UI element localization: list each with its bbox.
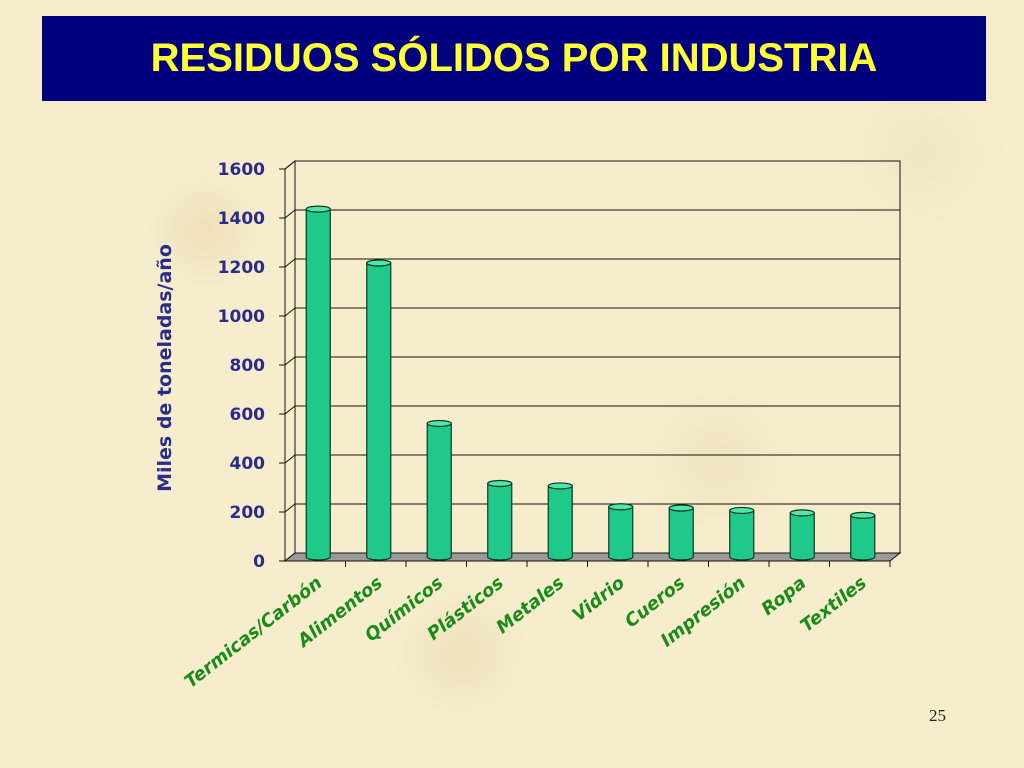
bar-body bbox=[487, 482, 513, 561]
bar-body bbox=[789, 512, 815, 561]
y-tick-label: 1200 bbox=[218, 258, 265, 278]
bar-body bbox=[305, 208, 331, 561]
y-tick-label: 0 bbox=[253, 552, 265, 572]
bar bbox=[366, 259, 392, 561]
bar-body bbox=[366, 262, 392, 561]
x-category-label: Textiles bbox=[797, 572, 871, 637]
x-category-label: Metales bbox=[492, 572, 568, 638]
bar-top bbox=[366, 259, 392, 267]
bar bbox=[547, 482, 573, 561]
y-tick-label: 1000 bbox=[218, 307, 265, 327]
bar-body bbox=[608, 506, 634, 561]
y-tick-label: 800 bbox=[230, 356, 266, 376]
bar bbox=[305, 205, 331, 561]
bar-top bbox=[850, 511, 876, 519]
bar-top bbox=[426, 419, 452, 428]
bar bbox=[426, 419, 452, 561]
y-tick-label: 1600 bbox=[218, 160, 265, 180]
bar bbox=[487, 479, 513, 561]
x-category-label: Vidrio bbox=[569, 572, 629, 626]
bar bbox=[668, 504, 694, 561]
gridline bbox=[284, 405, 900, 415]
y-tick-label: 400 bbox=[230, 454, 266, 474]
y-axis-title: Miles de toneladas/año bbox=[154, 244, 176, 492]
page-number: 25 bbox=[929, 706, 946, 725]
slide-title: RESIDUOS SÓLIDOS POR INDUSTRIA bbox=[150, 36, 878, 80]
y-tick-label: 1400 bbox=[218, 209, 265, 229]
bar-top bbox=[608, 503, 634, 511]
bar-top bbox=[729, 506, 755, 515]
x-category-label: Ropa bbox=[758, 572, 811, 620]
gridline bbox=[284, 209, 900, 219]
bar-top bbox=[305, 205, 331, 213]
y-tick-label: 600 bbox=[230, 405, 266, 425]
gridline bbox=[284, 454, 900, 464]
gridline bbox=[284, 503, 900, 513]
bar bbox=[608, 503, 634, 561]
bar bbox=[850, 511, 876, 561]
bar-top bbox=[668, 504, 694, 512]
title-bar: RESIDUOS SÓLIDOS POR INDUSTRIA bbox=[42, 16, 986, 101]
y-tick-label: 200 bbox=[230, 503, 266, 523]
bar-body bbox=[850, 514, 876, 561]
gridline bbox=[284, 356, 900, 366]
gridline bbox=[284, 307, 900, 317]
gridline bbox=[284, 160, 900, 170]
bar-top bbox=[789, 509, 815, 517]
bar-top bbox=[487, 479, 513, 488]
gridline bbox=[284, 258, 900, 268]
bar bbox=[729, 506, 755, 561]
bar-body bbox=[729, 509, 755, 561]
bar-body bbox=[668, 507, 694, 561]
bar-body bbox=[547, 485, 573, 561]
bar-body bbox=[426, 422, 452, 561]
bar bbox=[789, 509, 815, 561]
bar-top bbox=[547, 482, 573, 490]
